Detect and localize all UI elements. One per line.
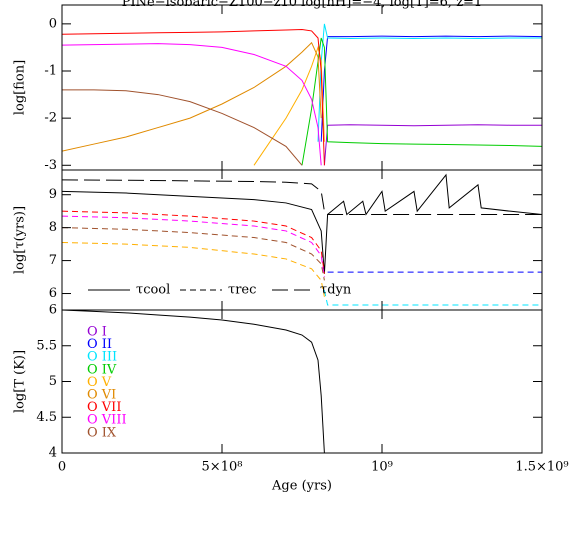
series-line bbox=[62, 29, 325, 166]
y-tick-label: 9 bbox=[49, 187, 57, 202]
legend-label: τdyn bbox=[320, 283, 352, 298]
legend-label: O VI bbox=[87, 388, 116, 403]
series-line bbox=[62, 41, 322, 152]
series-line bbox=[62, 43, 322, 166]
y-axis-label: log[τ(yrs)] bbox=[13, 206, 28, 274]
y-axis-label: log[fion] bbox=[13, 60, 28, 115]
legend-label: O IX bbox=[87, 425, 117, 440]
x-tick-label: 1.5×10⁹ bbox=[515, 460, 568, 475]
y-axis-label: log[T (K)] bbox=[13, 350, 28, 413]
legend-label: O IV bbox=[87, 362, 117, 377]
y-tick-label: -2 bbox=[44, 111, 57, 126]
legend-label: O V bbox=[87, 375, 112, 390]
y-tick-label: 4 bbox=[49, 446, 57, 461]
legend-label: O III bbox=[87, 350, 117, 365]
series-line bbox=[62, 210, 325, 274]
series-line bbox=[323, 290, 542, 306]
legend-label: τcool bbox=[136, 283, 170, 298]
y-tick-label: 7 bbox=[49, 253, 57, 268]
y-tick-label: -1 bbox=[44, 64, 57, 79]
y-tick-label: 8 bbox=[49, 220, 57, 235]
y-tick-label: 0 bbox=[49, 16, 57, 31]
series-line bbox=[62, 89, 303, 166]
series-line bbox=[253, 45, 325, 166]
legend-label: O VII bbox=[87, 400, 121, 415]
legend-label: O II bbox=[87, 337, 112, 352]
plot-area bbox=[62, 310, 325, 453]
y-tick-label: 6 bbox=[49, 303, 57, 318]
panel-frame bbox=[61, 309, 543, 454]
x-tick-label: 5×10⁸ bbox=[202, 460, 243, 475]
x-axis-label: Age (yrs) bbox=[271, 479, 332, 494]
legend-label: τrec bbox=[228, 283, 256, 298]
y-tick-label: 5.5 bbox=[36, 338, 57, 353]
series-line bbox=[62, 227, 325, 281]
y-tick-label: 4.5 bbox=[36, 410, 57, 425]
y-tick-label: -3 bbox=[44, 158, 57, 173]
series-line bbox=[62, 310, 325, 453]
series-line bbox=[320, 35, 542, 142]
series-line bbox=[317, 23, 542, 142]
series-line bbox=[62, 215, 325, 278]
series-line bbox=[62, 173, 542, 274]
legend-label: O VIII bbox=[87, 413, 127, 428]
legend-label: O I bbox=[87, 325, 107, 340]
series-line bbox=[62, 241, 325, 297]
x-tick-label: 0 bbox=[58, 460, 66, 475]
series-line bbox=[301, 37, 542, 166]
y-tick-label: 6 bbox=[49, 286, 57, 301]
series-line bbox=[62, 179, 542, 215]
plot-area bbox=[62, 173, 542, 306]
x-tick-label: 10⁹ bbox=[371, 460, 393, 475]
chart-title: PINe−isobaric−Z100−z10 log[nH]=−4, log[T… bbox=[122, 0, 482, 10]
y-tick-label: 5 bbox=[49, 374, 57, 389]
plot-area bbox=[62, 23, 542, 166]
series-line bbox=[323, 124, 542, 166]
